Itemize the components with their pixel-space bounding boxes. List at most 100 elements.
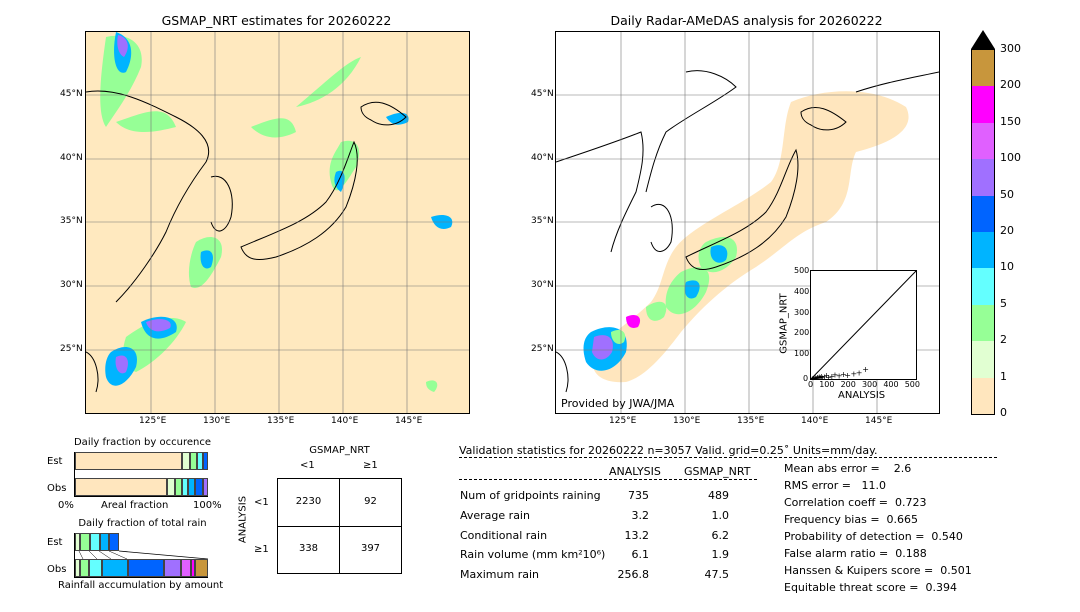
stat-label: Num of gridpoints raining	[460, 489, 601, 502]
contingency-cell: 2230	[295, 496, 322, 507]
colorbar	[971, 49, 995, 415]
segment	[101, 559, 129, 577]
stat-analysis: 256.8	[617, 568, 650, 581]
right-map-canvas	[556, 32, 939, 413]
right-lat-35: 35°N	[531, 216, 554, 226]
scatter-canvas: ++++++++++++++++++++++++	[809, 270, 917, 384]
segment	[75, 559, 80, 577]
right-lon-140: 140°E	[801, 416, 829, 426]
occurence-est-label: Est	[47, 456, 63, 467]
colorbar-tick: 5	[1000, 296, 1007, 310]
occurence-obs-bar	[75, 478, 208, 496]
occurence-title: Daily fraction by occurence	[73, 437, 211, 448]
contingency-title: GSMAP_NRT	[309, 445, 370, 456]
left-map-title: GSMAP_NRT estimates for 20260222	[161, 13, 392, 28]
scatter-point: +	[812, 373, 819, 379]
scatter-point: +	[836, 372, 843, 379]
contingency-cell: 397	[360, 543, 381, 554]
score-line: False alarm ratio = 0.188	[784, 547, 927, 560]
total-rain-est-label: Est	[47, 537, 63, 548]
left-map-canvas	[86, 32, 469, 413]
colorbar-ticks: 300 200 150 100 50 20 10 5 2 1 0	[1000, 42, 1040, 422]
scatter-point: +	[821, 372, 828, 379]
colorbar-segment	[972, 377, 994, 415]
colorbar-tick: 20	[1000, 224, 1014, 237]
right-lat-45: 45°N	[531, 89, 554, 99]
contingency-hline	[278, 526, 401, 527]
colorbar-segment	[972, 341, 994, 378]
scatter-xticks: 0 100 200 300 400 500	[808, 380, 920, 389]
right-rain-patches	[583, 237, 737, 371]
colorbar-segment	[972, 304, 994, 342]
score-line: Mean abs error = 2.6	[784, 462, 912, 475]
segment	[128, 559, 165, 577]
colorbar-tick: 200	[1000, 78, 1021, 92]
segment	[189, 452, 198, 470]
segment	[195, 559, 208, 577]
segment	[181, 452, 190, 470]
colorbar-tick: 100	[1000, 151, 1021, 165]
validation-subdivider	[459, 479, 757, 480]
segment	[194, 478, 204, 496]
score-line: Correlation coeff = 0.723	[784, 496, 927, 509]
left-lat-35: 35°N	[60, 216, 83, 226]
contingency-col-lt1: <1	[300, 460, 315, 471]
segment	[109, 533, 120, 551]
right-lon-145: 145°E	[865, 416, 893, 426]
validation-col-gsmap: GSMAP_NRT	[684, 465, 751, 478]
scatter-xtick: 500	[904, 380, 920, 389]
segment	[75, 478, 168, 496]
scatter-point: +	[840, 370, 847, 379]
segment	[180, 559, 191, 577]
segment	[190, 559, 196, 577]
left-lon-140: 140°E	[331, 416, 359, 426]
inset-scatter: ++++++++++++++++++++++++	[809, 270, 917, 384]
stat-label: Conditional rain	[460, 529, 548, 542]
segment	[80, 533, 90, 551]
credit-text: Provided by JWA/JMA	[561, 397, 675, 410]
right-lat-25: 25°N	[531, 344, 554, 354]
stat-gsmap: 489	[708, 489, 729, 502]
right-map-title: Daily Radar-AMeDAS analysis for 20260222	[610, 13, 883, 28]
total-rain-est-bar	[75, 533, 120, 551]
occurence-est-bar	[75, 452, 208, 470]
scatter-ylabel: GSMAP_NRT	[778, 293, 790, 354]
contingency-row-lt1: <1	[254, 497, 269, 508]
score-line: Hanssen & Kuipers score = 0.501	[784, 564, 972, 577]
segment	[188, 478, 195, 496]
score-line: Probability of detection = 0.540	[784, 530, 963, 543]
contingency-cell: 338	[298, 543, 319, 554]
scatter-point: +	[811, 374, 816, 379]
occurence-xlabel: Areal fraction	[101, 500, 169, 511]
scatter-point: +	[856, 369, 863, 378]
segment	[75, 533, 81, 551]
colorbar-tick: 1	[1000, 369, 1007, 383]
scatter-ytick: 400	[794, 286, 810, 296]
scatter-xtick: 200	[840, 380, 856, 389]
contingency-col-ge1: ≥1	[363, 460, 378, 471]
scatter-point: +	[832, 371, 839, 379]
colorbar-segment	[972, 195, 994, 233]
contingency-row-axis: ANALYSIS	[237, 495, 249, 544]
left-lat-25: 25°N	[60, 344, 83, 354]
occurence-xtick-0: 0%	[58, 500, 74, 511]
total-rain-obs-bar	[75, 559, 208, 577]
total-rain-title: Daily fraction of total rain	[78, 518, 207, 529]
segment	[79, 559, 89, 577]
score-line: Equitable threat score = 0.394	[784, 581, 957, 594]
scatter-xtick: 100	[819, 380, 835, 389]
scatter-ytick: 200	[794, 328, 810, 338]
segment	[203, 452, 208, 470]
scatter-point: +	[818, 372, 825, 379]
left-lon-130: 130°E	[203, 416, 231, 426]
colorbar-segment	[972, 232, 994, 269]
colorbar-segment	[972, 268, 994, 305]
stat-gsmap: 6.2	[711, 529, 730, 542]
colorbar-extend-arrow	[971, 30, 995, 50]
diagonal-line	[810, 270, 917, 380]
scatter-point: +	[811, 374, 817, 379]
left-lon-145: 145°E	[395, 416, 423, 426]
segment	[89, 533, 100, 551]
scatter-xtick: 400	[883, 380, 899, 389]
colorbar-tick: 0	[1000, 406, 1007, 419]
